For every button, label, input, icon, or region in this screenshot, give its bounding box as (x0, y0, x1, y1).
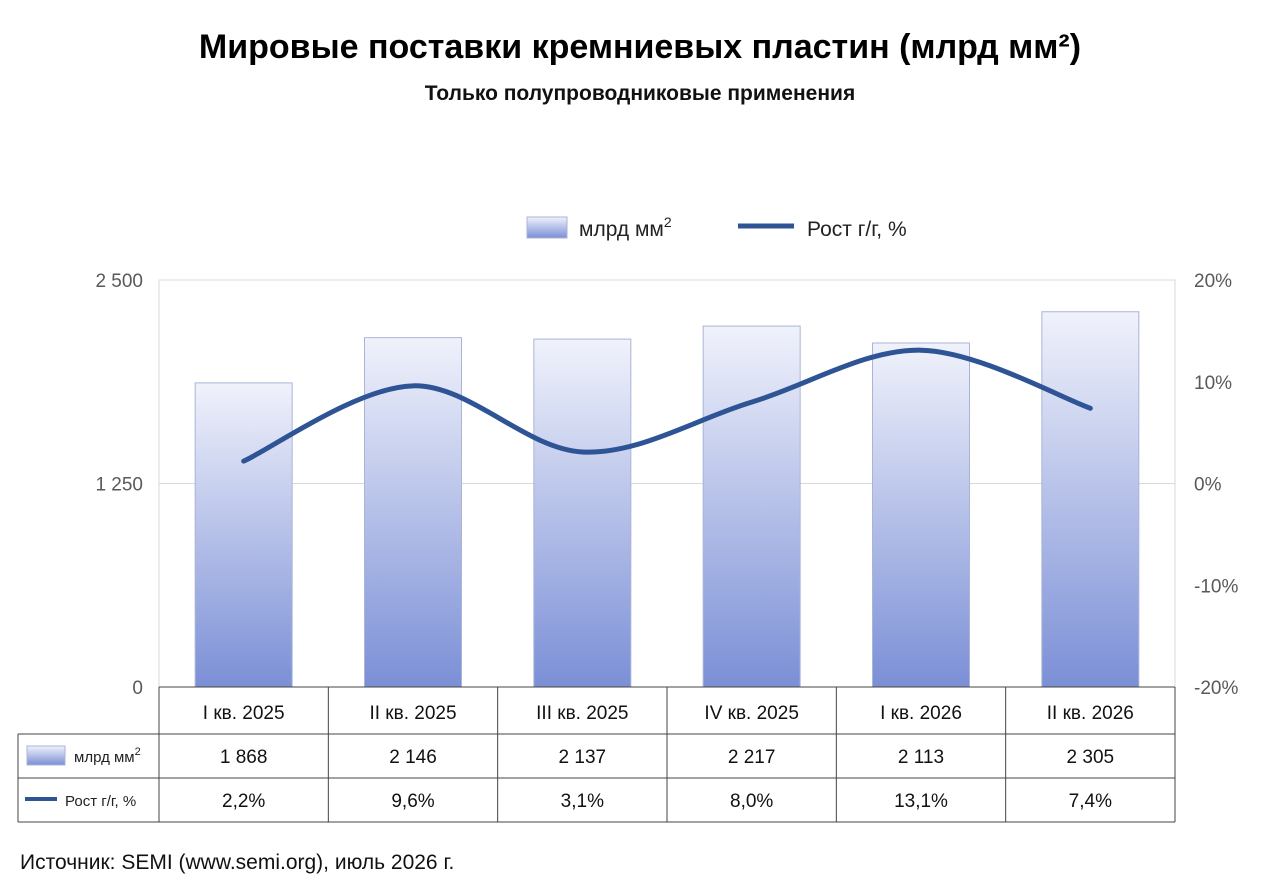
growth-value-label: 9,6% (391, 791, 434, 812)
data-table: I кв. 2025 1 868 2,2% II кв. 2025 2 146 9,6% I… (17, 686, 1176, 823)
y-right-tick-label: 0% (1194, 475, 1222, 496)
category-label: II кв. 2025 (369, 703, 456, 724)
y-left-tick-label: 1 250 (95, 475, 143, 496)
category-label: IV кв. 2025 (704, 703, 798, 724)
source-note: Источник: SEMI (www.semi.org), июль 2026… (20, 851, 455, 874)
table-row-label-bars: млрд мм2 (74, 746, 141, 766)
y-left-tick-label: 2 500 (95, 271, 143, 292)
plot-area: 0 1 250 2 500 -20% -10% 0% 10% 20% (95, 271, 1238, 699)
bar (702, 325, 801, 688)
bar-value-label: 2 217 (728, 747, 776, 768)
category-label: I кв. 2025 (203, 703, 285, 724)
y-left-tick-label: 0 (132, 678, 143, 699)
y-right-tick-label: -10% (1194, 576, 1238, 597)
legend-bar-label: млрд мм2 (579, 214, 672, 241)
bar-value-label: 2 146 (389, 747, 437, 768)
legend-line-label: Рост г/г, % (807, 218, 907, 241)
bar-value-label: 2 137 (559, 747, 607, 768)
bar-value-label: 2 305 (1067, 747, 1115, 768)
bar (194, 382, 293, 688)
category-label: I кв. 2026 (880, 703, 962, 724)
table-row-label-sup: 2 (135, 746, 141, 758)
growth-value-label: 7,4% (1069, 791, 1112, 812)
category-label: III кв. 2025 (536, 703, 628, 724)
chart-subtitle: Только полупроводниковые применения (424, 82, 856, 105)
y-right-tick-label: 20% (1194, 271, 1232, 292)
table-bar-swatch (26, 745, 66, 766)
growth-value-label: 2,2% (222, 791, 265, 812)
bar (1041, 311, 1140, 688)
bar (364, 337, 462, 688)
legend-bar-label-sup: 2 (664, 214, 672, 230)
legend: млрд мм2 Рост г/г, % (526, 214, 907, 241)
y-right-tick-label: -20% (1194, 678, 1238, 699)
growth-value-label: 13,1% (894, 791, 948, 812)
chart-title: Мировые поставки кремниевых пластин (млр… (198, 28, 1082, 66)
table-row-label-growth: Рост г/г, % (65, 793, 136, 810)
growth-line (241, 347, 1093, 464)
growth-value-label: 8,0% (730, 791, 773, 812)
bar-value-label: 1 868 (220, 747, 268, 768)
bar-value-label: 2 113 (898, 747, 944, 768)
growth-value-label: 3,1% (561, 791, 604, 812)
legend-bar-swatch (526, 216, 568, 239)
y-right-tick-label: 10% (1194, 373, 1232, 394)
category-label: II кв. 2026 (1047, 703, 1134, 724)
bar (872, 342, 970, 688)
bar (533, 338, 632, 688)
